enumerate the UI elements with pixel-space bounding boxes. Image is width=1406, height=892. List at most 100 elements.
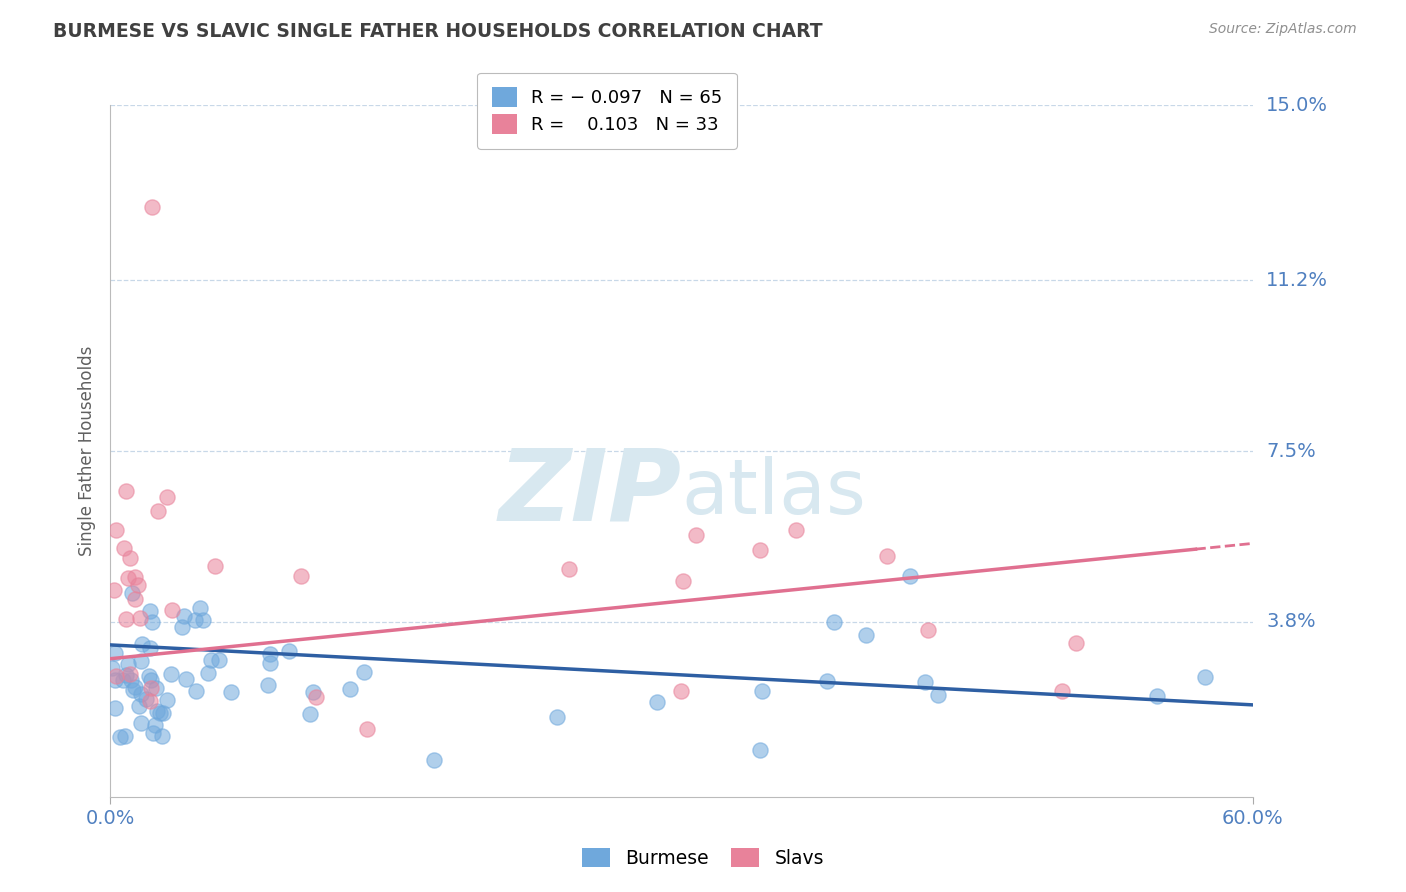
Text: 11.2%: 11.2% (1267, 271, 1329, 290)
Point (356, 722, 378, 736)
Point (685, 528, 707, 542)
Point (139, 673, 162, 687)
Point (104, 673, 127, 687)
Point (128, 699, 150, 714)
Point (117, 657, 139, 672)
Point (257, 678, 280, 692)
Point (160, 667, 183, 681)
Point (145, 704, 167, 718)
Point (124, 592, 146, 607)
Point (546, 709, 568, 723)
Point (339, 681, 361, 696)
Point (141, 681, 163, 696)
Point (876, 549, 898, 563)
Point (184, 613, 207, 627)
Text: 3.8%: 3.8% (1267, 612, 1316, 632)
Text: atlas: atlas (682, 456, 866, 530)
Point (170, 619, 193, 633)
Y-axis label: Single Father Households: Single Father Households (79, 346, 96, 557)
Point (156, 693, 179, 707)
Point (114, 612, 136, 626)
Point (1194, 670, 1216, 684)
Point (751, 684, 773, 698)
Point (558, 562, 581, 576)
Point (160, 603, 183, 617)
Point (112, 673, 135, 687)
Point (129, 654, 152, 668)
Point (785, 523, 807, 537)
Point (139, 640, 162, 655)
Point (855, 628, 877, 642)
Text: Source: ZipAtlas.com: Source: ZipAtlas.com (1209, 22, 1357, 37)
Point (114, 729, 136, 743)
Point (121, 682, 143, 697)
Point (353, 665, 375, 679)
Text: 7.5%: 7.5% (1267, 442, 1316, 460)
Text: BURMESE VS SLAVIC SINGLE FATHER HOUSEHOLDS CORRELATION CHART: BURMESE VS SLAVIC SINGLE FATHER HOUSEHOL… (53, 22, 823, 41)
Point (672, 574, 695, 589)
Point (129, 611, 152, 625)
Point (121, 586, 143, 600)
Point (120, 673, 142, 688)
Point (815, 674, 838, 689)
Point (135, 691, 157, 706)
Point (118, 551, 141, 566)
Point (200, 653, 222, 667)
Point (221, 685, 243, 699)
Point (103, 582, 125, 597)
Point (129, 716, 152, 731)
Point (423, 753, 446, 767)
Point (188, 601, 211, 615)
Point (305, 690, 328, 704)
Point (914, 675, 936, 690)
Point (302, 685, 325, 699)
Text: ZIP: ZIP (498, 444, 682, 541)
Point (142, 725, 165, 739)
Point (104, 701, 127, 715)
Point (124, 570, 146, 584)
Point (1146, 689, 1168, 703)
Point (104, 523, 127, 537)
Point (208, 653, 231, 667)
Point (823, 615, 845, 629)
Point (141, 615, 163, 630)
Point (290, 568, 312, 582)
Point (129, 687, 152, 701)
Point (148, 706, 170, 721)
Point (105, 669, 128, 683)
Text: 15.0%: 15.0% (1267, 95, 1329, 115)
Point (143, 718, 166, 732)
Point (749, 743, 772, 757)
Point (184, 683, 207, 698)
Point (127, 578, 149, 592)
Point (671, 684, 693, 698)
Legend: Burmese, Slavs: Burmese, Slavs (575, 840, 831, 875)
Point (156, 490, 179, 504)
Point (197, 665, 219, 680)
Point (150, 729, 173, 743)
Point (191, 613, 214, 627)
Legend: R = − 0.097   N = 65, R =    0.103   N = 33: R = − 0.097 N = 65, R = 0.103 N = 33 (477, 72, 737, 149)
Point (124, 680, 146, 694)
Point (259, 656, 281, 670)
Point (898, 568, 921, 582)
Point (112, 541, 135, 555)
Point (152, 706, 174, 720)
Point (101, 660, 124, 674)
Point (204, 559, 226, 574)
Point (104, 646, 127, 660)
Point (145, 681, 167, 695)
Point (115, 667, 138, 681)
Point (277, 644, 299, 658)
Point (298, 706, 321, 721)
Point (647, 694, 669, 708)
Point (114, 484, 136, 499)
Point (1052, 684, 1074, 698)
Point (139, 694, 162, 708)
Point (141, 200, 163, 214)
Point (131, 637, 153, 651)
Point (748, 542, 770, 557)
Point (173, 609, 195, 624)
Point (138, 668, 160, 682)
Point (259, 647, 281, 661)
